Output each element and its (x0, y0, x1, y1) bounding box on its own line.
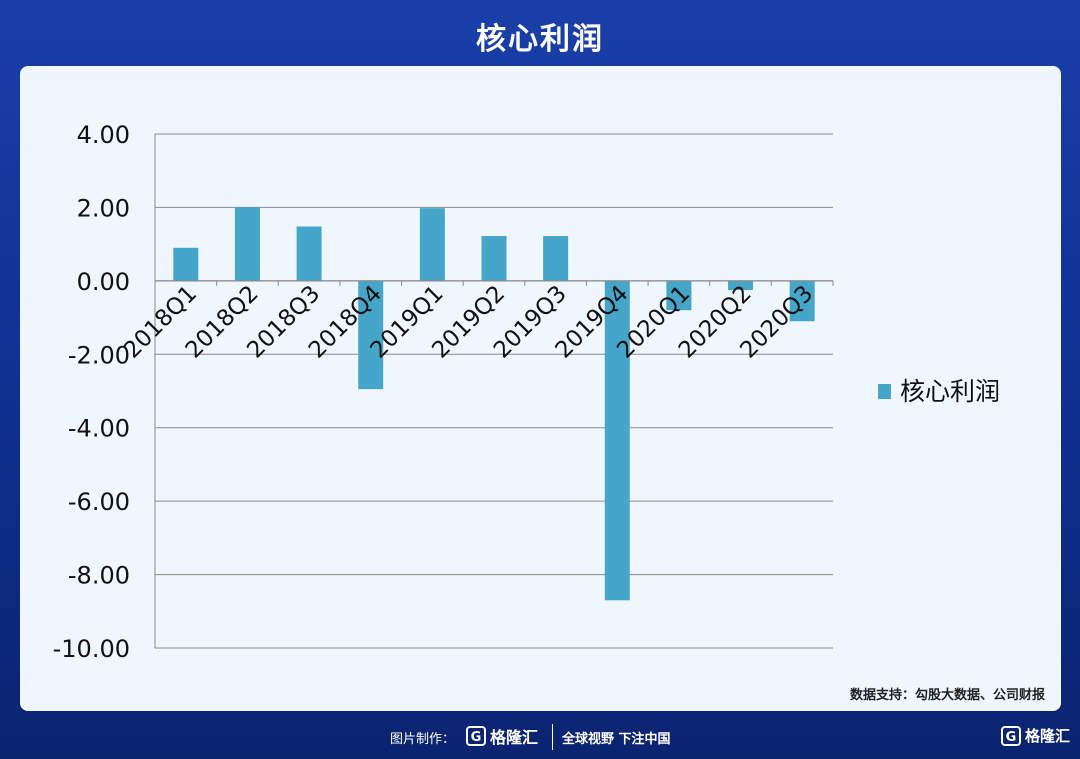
corner-logo: G 格隆汇 (1000, 725, 1070, 746)
bar (481, 236, 507, 281)
footer-made-by-label: 图片制作： (390, 732, 456, 747)
y-tick-label: -8.00 (68, 562, 130, 590)
footer-logo: G 格隆汇 (466, 724, 538, 748)
bar (419, 208, 445, 281)
footer-logo-text: 格隆汇 (490, 728, 539, 747)
chart-card: 4.00 2.00 0.00 -2.00 -4.00 -6.00 -8.00 -10.00 2… (20, 66, 1061, 711)
bar (543, 236, 569, 281)
gelonghui-logo-icon: G (466, 726, 486, 746)
footer: 图片制作： G 格隆汇 全球视野 下注中国 G 格隆汇 (0, 718, 1080, 758)
footer-slogan: 全球视野 下注中国 (562, 732, 671, 747)
source-note: 数据支持：勾股大数据、公司财报 (849, 688, 1045, 703)
y-tick-label: -10.00 (53, 635, 130, 663)
legend: 核心利润 (878, 377, 1000, 406)
y-tick-label: 0.00 (77, 268, 130, 296)
bar (234, 207, 260, 281)
y-tick-label: 2.00 (77, 194, 130, 222)
x-axis-ticks: 2018Q12018Q22018Q32018Q42019Q12019Q22019… (119, 281, 818, 364)
zero-axis (154, 280, 834, 286)
legend-swatch (878, 384, 891, 399)
y-tick-label: -4.00 (68, 415, 130, 443)
page-title: 核心利润 (476, 22, 604, 57)
bar (728, 280, 754, 291)
bar (666, 280, 692, 311)
legend-label: 核心利润 (900, 377, 1000, 406)
bar (358, 280, 384, 390)
bar-chart: 4.00 2.00 0.00 -2.00 -4.00 -6.00 -8.00 -10.00 2… (53, 121, 1000, 663)
bar (296, 226, 322, 281)
y-tick-label: -6.00 (68, 488, 130, 516)
footer-divider (552, 724, 553, 750)
bars (173, 207, 815, 601)
y-tick-label: 4.00 (77, 121, 130, 149)
y-axis-ticks: 4.00 2.00 0.00 -2.00 -4.00 -6.00 -8.00 -10.00 (53, 121, 130, 663)
corner-logo-icon: G (1000, 725, 1021, 746)
corner-logo-text: 格隆汇 (1024, 727, 1070, 745)
y-tick-label: -2.00 (68, 341, 130, 369)
bar (173, 247, 199, 281)
bar (604, 280, 630, 601)
bar (789, 280, 815, 322)
